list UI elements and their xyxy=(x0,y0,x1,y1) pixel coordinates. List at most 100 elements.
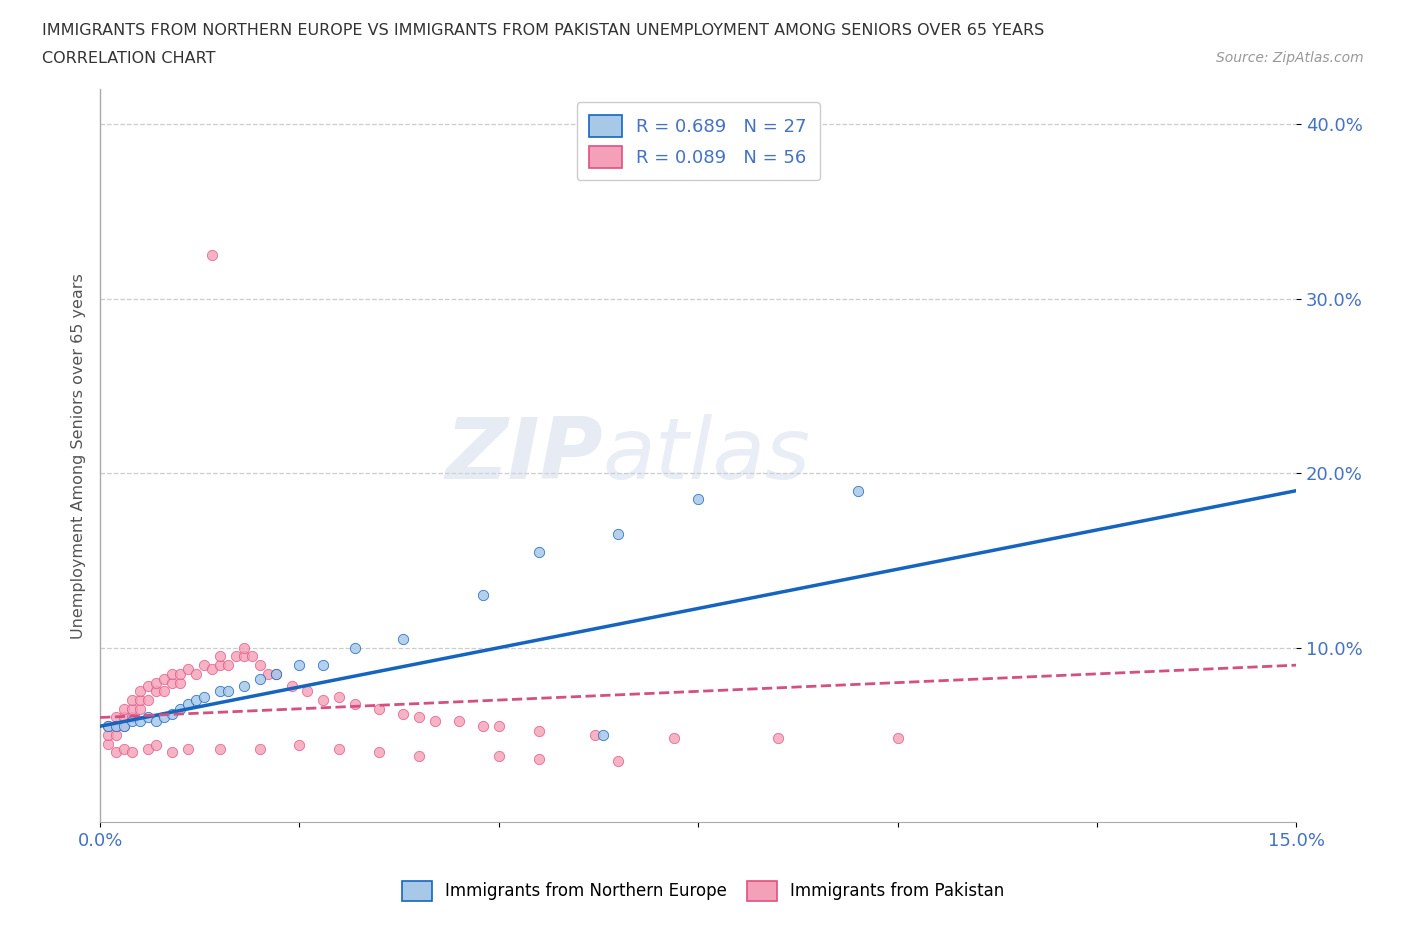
Point xyxy=(153,711,176,725)
Point xyxy=(169,667,191,682)
Point xyxy=(121,713,143,728)
Point xyxy=(177,741,200,756)
Point xyxy=(688,492,710,507)
Point xyxy=(184,667,207,682)
Point xyxy=(145,684,167,698)
Point xyxy=(105,727,128,742)
Point xyxy=(471,719,494,734)
Point xyxy=(208,684,231,698)
Point xyxy=(193,658,215,672)
Point xyxy=(249,658,271,672)
Point xyxy=(208,741,231,756)
Point xyxy=(328,741,350,756)
Point xyxy=(280,679,302,694)
Point xyxy=(312,693,335,708)
Point xyxy=(160,667,183,682)
Point xyxy=(766,731,789,746)
Point xyxy=(112,719,135,734)
Point xyxy=(160,707,183,722)
Point xyxy=(527,752,550,767)
Point xyxy=(153,684,176,698)
Point xyxy=(97,719,120,734)
Point xyxy=(297,684,319,698)
Point xyxy=(97,727,120,742)
Point xyxy=(153,671,176,686)
Point xyxy=(177,696,200,711)
Legend: R = 0.689   N = 27, R = 0.089   N = 56: R = 0.689 N = 27, R = 0.089 N = 56 xyxy=(576,102,820,180)
Point xyxy=(256,667,278,682)
Point xyxy=(225,649,247,664)
Point xyxy=(527,724,550,739)
Point xyxy=(129,701,152,716)
Text: Source: ZipAtlas.com: Source: ZipAtlas.com xyxy=(1216,51,1364,65)
Point xyxy=(312,658,335,672)
Point xyxy=(288,658,311,672)
Point xyxy=(112,719,135,734)
Point xyxy=(112,701,135,716)
Point xyxy=(328,689,350,704)
Point xyxy=(344,640,367,655)
Point xyxy=(136,693,159,708)
Point xyxy=(208,649,231,664)
Point xyxy=(105,719,128,734)
Point xyxy=(105,745,128,760)
Point xyxy=(145,675,167,690)
Point xyxy=(129,693,152,708)
Point xyxy=(664,731,686,746)
Point xyxy=(368,745,391,760)
Y-axis label: Unemployment Among Seniors over 65 years: Unemployment Among Seniors over 65 years xyxy=(72,272,86,639)
Point xyxy=(112,711,135,725)
Point xyxy=(583,727,606,742)
Point xyxy=(392,707,415,722)
Point xyxy=(121,701,143,716)
Point xyxy=(344,696,367,711)
Point xyxy=(112,741,135,756)
Text: CORRELATION CHART: CORRELATION CHART xyxy=(42,51,215,66)
Point xyxy=(471,588,494,603)
Point xyxy=(201,247,224,262)
Point xyxy=(97,737,120,751)
Point xyxy=(392,631,415,646)
Legend: Immigrants from Northern Europe, Immigrants from Pakistan: Immigrants from Northern Europe, Immigra… xyxy=(395,874,1011,908)
Point xyxy=(249,671,271,686)
Point xyxy=(447,713,470,728)
Point xyxy=(121,711,143,725)
Point xyxy=(368,701,391,716)
Point xyxy=(169,675,191,690)
Point xyxy=(160,745,183,760)
Point xyxy=(177,661,200,676)
Point xyxy=(184,693,207,708)
Point xyxy=(232,649,254,664)
Point xyxy=(232,679,254,694)
Text: IMMIGRANTS FROM NORTHERN EUROPE VS IMMIGRANTS FROM PAKISTAN UNEMPLOYMENT AMONG S: IMMIGRANTS FROM NORTHERN EUROPE VS IMMIG… xyxy=(42,23,1045,38)
Point xyxy=(249,741,271,756)
Point xyxy=(240,649,263,664)
Point xyxy=(607,527,630,542)
Point xyxy=(488,719,510,734)
Point xyxy=(169,701,191,716)
Point xyxy=(527,544,550,559)
Point xyxy=(217,658,239,672)
Point xyxy=(408,711,430,725)
Point xyxy=(488,749,510,764)
Point xyxy=(97,719,120,734)
Point xyxy=(121,693,143,708)
Point xyxy=(264,667,287,682)
Point xyxy=(886,731,908,746)
Point xyxy=(136,711,159,725)
Point xyxy=(136,679,159,694)
Point xyxy=(288,738,311,753)
Point xyxy=(105,711,128,725)
Point xyxy=(217,684,239,698)
Point xyxy=(193,689,215,704)
Point xyxy=(121,745,143,760)
Point xyxy=(105,719,128,734)
Point xyxy=(129,713,152,728)
Point xyxy=(208,658,231,672)
Point xyxy=(408,749,430,764)
Point xyxy=(232,640,254,655)
Point xyxy=(846,484,869,498)
Point xyxy=(264,667,287,682)
Point xyxy=(160,675,183,690)
Point xyxy=(201,661,224,676)
